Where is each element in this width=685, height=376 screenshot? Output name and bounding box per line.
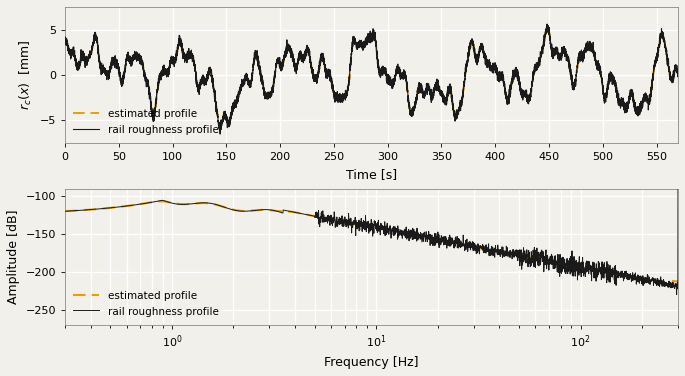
rail roughness profile — [543, 22, 551, 26]
estimated profile — [323, 216, 331, 221]
estimated profile — [664, 282, 672, 287]
rail roughness profile — [216, 132, 224, 136]
Legend: estimated profile, rail roughness profile: estimated profile, rail roughness profil… — [71, 288, 222, 320]
rail roughness profile — [61, 38, 69, 42]
rail roughness profile — [674, 118, 682, 123]
estimated profile — [156, 199, 164, 203]
rail roughness profile — [167, 201, 175, 205]
rail roughness profile — [662, 280, 670, 285]
rail roughness profile — [451, 116, 459, 120]
rail roughness profile — [323, 215, 331, 220]
Line: estimated profile: estimated profile — [65, 27, 678, 128]
rail roughness profile — [296, 211, 304, 215]
rail roughness profile — [596, 265, 604, 270]
Y-axis label: $r_c(x)$  [mm]: $r_c(x)$ [mm] — [18, 40, 34, 110]
X-axis label: Frequency [Hz]: Frequency [Hz] — [324, 356, 419, 369]
estimated profile — [674, 279, 682, 284]
rail roughness profile — [548, 54, 556, 58]
rail roughness profile — [92, 34, 100, 39]
Legend: estimated profile, rail roughness profile: estimated profile, rail roughness profil… — [71, 106, 222, 138]
rail roughness profile — [424, 84, 432, 88]
estimated profile — [674, 70, 682, 75]
estimated profile — [216, 126, 224, 130]
estimated profile — [515, 81, 523, 86]
estimated profile — [662, 282, 671, 286]
Line: rail roughness profile: rail roughness profile — [65, 120, 678, 294]
estimated profile — [283, 46, 291, 50]
estimated profile — [548, 50, 556, 55]
estimated profile — [296, 211, 304, 215]
estimated profile — [61, 38, 69, 42]
estimated profile — [596, 269, 604, 273]
estimated profile — [167, 200, 175, 205]
rail roughness profile — [131, 203, 139, 207]
Line: rail roughness profile: rail roughness profile — [65, 24, 678, 134]
estimated profile — [451, 112, 459, 117]
rail roughness profile — [515, 83, 523, 88]
rail roughness profile — [61, 209, 69, 214]
estimated profile — [543, 25, 551, 29]
X-axis label: Time [s]: Time [s] — [346, 168, 397, 180]
rail roughness profile — [674, 69, 682, 74]
estimated profile — [92, 35, 100, 39]
Line: estimated profile: estimated profile — [65, 201, 678, 284]
estimated profile — [61, 209, 69, 213]
rail roughness profile — [673, 292, 681, 297]
estimated profile — [131, 203, 139, 207]
estimated profile — [424, 85, 432, 89]
Y-axis label: Amplitude [dB]: Amplitude [dB] — [7, 209, 20, 304]
rail roughness profile — [283, 42, 291, 47]
